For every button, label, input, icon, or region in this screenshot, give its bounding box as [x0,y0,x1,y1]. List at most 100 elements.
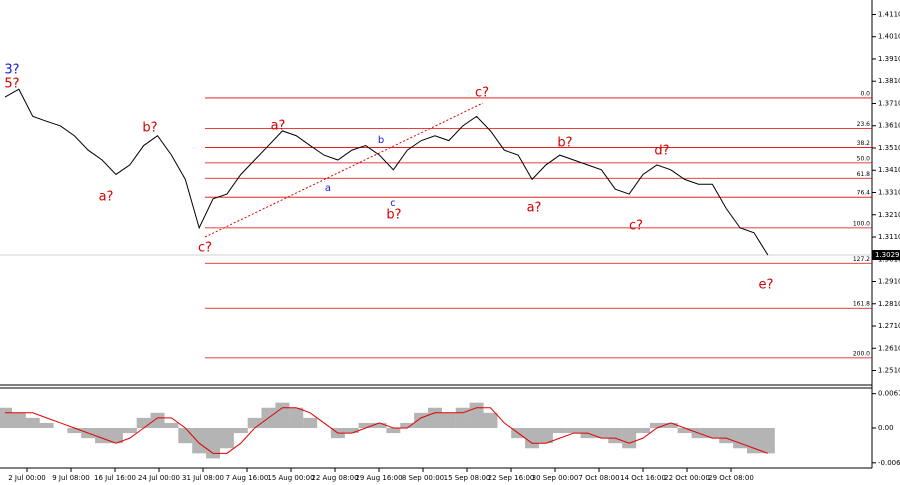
histogram-bar [441,412,456,428]
y-tick-label: 1.2610 [878,344,900,352]
y-tick-label: 1.2810 [878,300,900,308]
y-tick-label: 1.3810 [878,77,900,85]
histogram-bar [469,402,484,428]
histogram-bar [303,417,318,428]
x-tick-label: 8 Sep 00:00 [402,474,444,482]
y-tick-label: 1.3910 [878,55,900,63]
histogram-bar [178,428,193,444]
histogram-bar [192,428,207,454]
fib-label: 127.2 [853,256,870,263]
histogram-bar [233,428,248,434]
x-tick-label: 29 Aug 16:00 [355,474,402,482]
wave-label: 3? [4,63,19,78]
histogram-bar [358,422,373,428]
histogram-bar [566,428,581,434]
histogram-bar [677,428,692,434]
histogram-bar [400,422,415,428]
histogram-bar [108,428,123,444]
x-tick-label: 7 Aug 16:00 [226,474,269,482]
histogram-bar [705,428,720,439]
histogram-bar [39,422,54,428]
fib-label: 200.0 [853,350,870,357]
fib-label: 76.4 [857,190,871,197]
fib-label: 0.0 [860,90,870,97]
histogram-bar [0,407,12,428]
histogram-bar [11,412,26,428]
y-tick-label: 0.00 [878,424,894,432]
y-tick-label: 0.00678 [878,390,900,398]
histogram-bar [247,417,262,428]
fib-label: 38.2 [857,140,871,147]
fib-label: 61.8 [857,171,871,178]
y-tick-label: 1.3610 [878,122,900,130]
y-tick-label: 1.4010 [878,33,900,41]
fib-label: 50.0 [857,155,871,162]
histogram-bar [386,428,401,434]
histogram-bar [427,407,442,428]
price-line [4,88,769,256]
histogram-bar [483,412,498,428]
histogram-bar [719,428,734,444]
histogram-bar [594,428,609,439]
wave-label: b? [557,136,572,151]
wave-label: b? [142,121,157,136]
x-tick-label: 22 Aug 08:00 [311,474,358,482]
x-tick-label: 24 Jul 00:00 [138,474,180,482]
y-tick-label: 1.2910 [878,278,900,286]
y-tick-label: 1.3710 [878,99,900,107]
histogram-bar [122,428,137,434]
histogram-bar [372,422,387,428]
y-tick-label: 1.3510 [878,144,900,152]
histogram-bar [649,422,664,428]
trend-line [204,102,484,238]
x-tick-label: 22 Sep 16:00 [488,474,535,482]
x-tick-label: 22 Oct 00:00 [664,474,710,482]
x-tick-label: 16 Jul 16:00 [94,474,136,482]
wave-label: a? [271,119,286,134]
signal-line [5,407,769,454]
histogram-bar [25,417,40,428]
histogram-bar [733,428,748,449]
current-price-box [872,250,900,261]
histogram-bar [525,428,540,449]
x-tick-label: 29 Oct 08:00 [708,474,754,482]
y-tick-label: 1.4110 [878,10,900,18]
wave-label: 5? [4,77,19,92]
histogram-bar [552,428,567,434]
y-tick-label: 1.3410 [878,166,900,174]
histogram-bar [538,428,553,444]
x-tick-label: 15 Aug 00:00 [267,474,314,482]
y-tick-label: 1.3210 [878,211,900,219]
fib-label: 23.6 [857,121,871,128]
x-tick-label: 14 Oct 16:00 [620,474,666,482]
wave-label: b [378,135,384,146]
wave-label: a? [527,201,542,216]
histogram-bar [414,412,429,428]
y-tick-label: -0.00687 [878,459,900,467]
x-tick-label: 9 Jul 08:00 [52,474,90,482]
x-tick-label: 7 Oct 08:00 [578,474,619,482]
current-price-label: 1.3029 [875,251,900,259]
wave-label: c? [629,219,643,234]
histogram-bar [344,428,359,434]
y-tick-label: 1.3110 [878,233,900,241]
fib-label: 100.0 [853,220,870,227]
wave-label: c? [198,241,212,256]
wave-label: b? [386,208,401,223]
x-tick-label: 2 Jul 00:00 [8,474,46,482]
histogram-bar [636,428,651,434]
histogram-bar [608,428,623,444]
histogram-bar [136,417,151,428]
histogram-bar [150,412,165,428]
histogram-bar [275,402,290,428]
histogram-bar [95,428,110,444]
y-tick-label: 1.3310 [878,189,900,197]
wave-label: a [325,183,331,194]
x-tick-label: 31 Jul 08:00 [182,474,224,482]
x-tick-label: 30 Sep 00:00 [532,474,579,482]
wave-label: e? [759,278,774,293]
histogram-bar [219,428,234,449]
